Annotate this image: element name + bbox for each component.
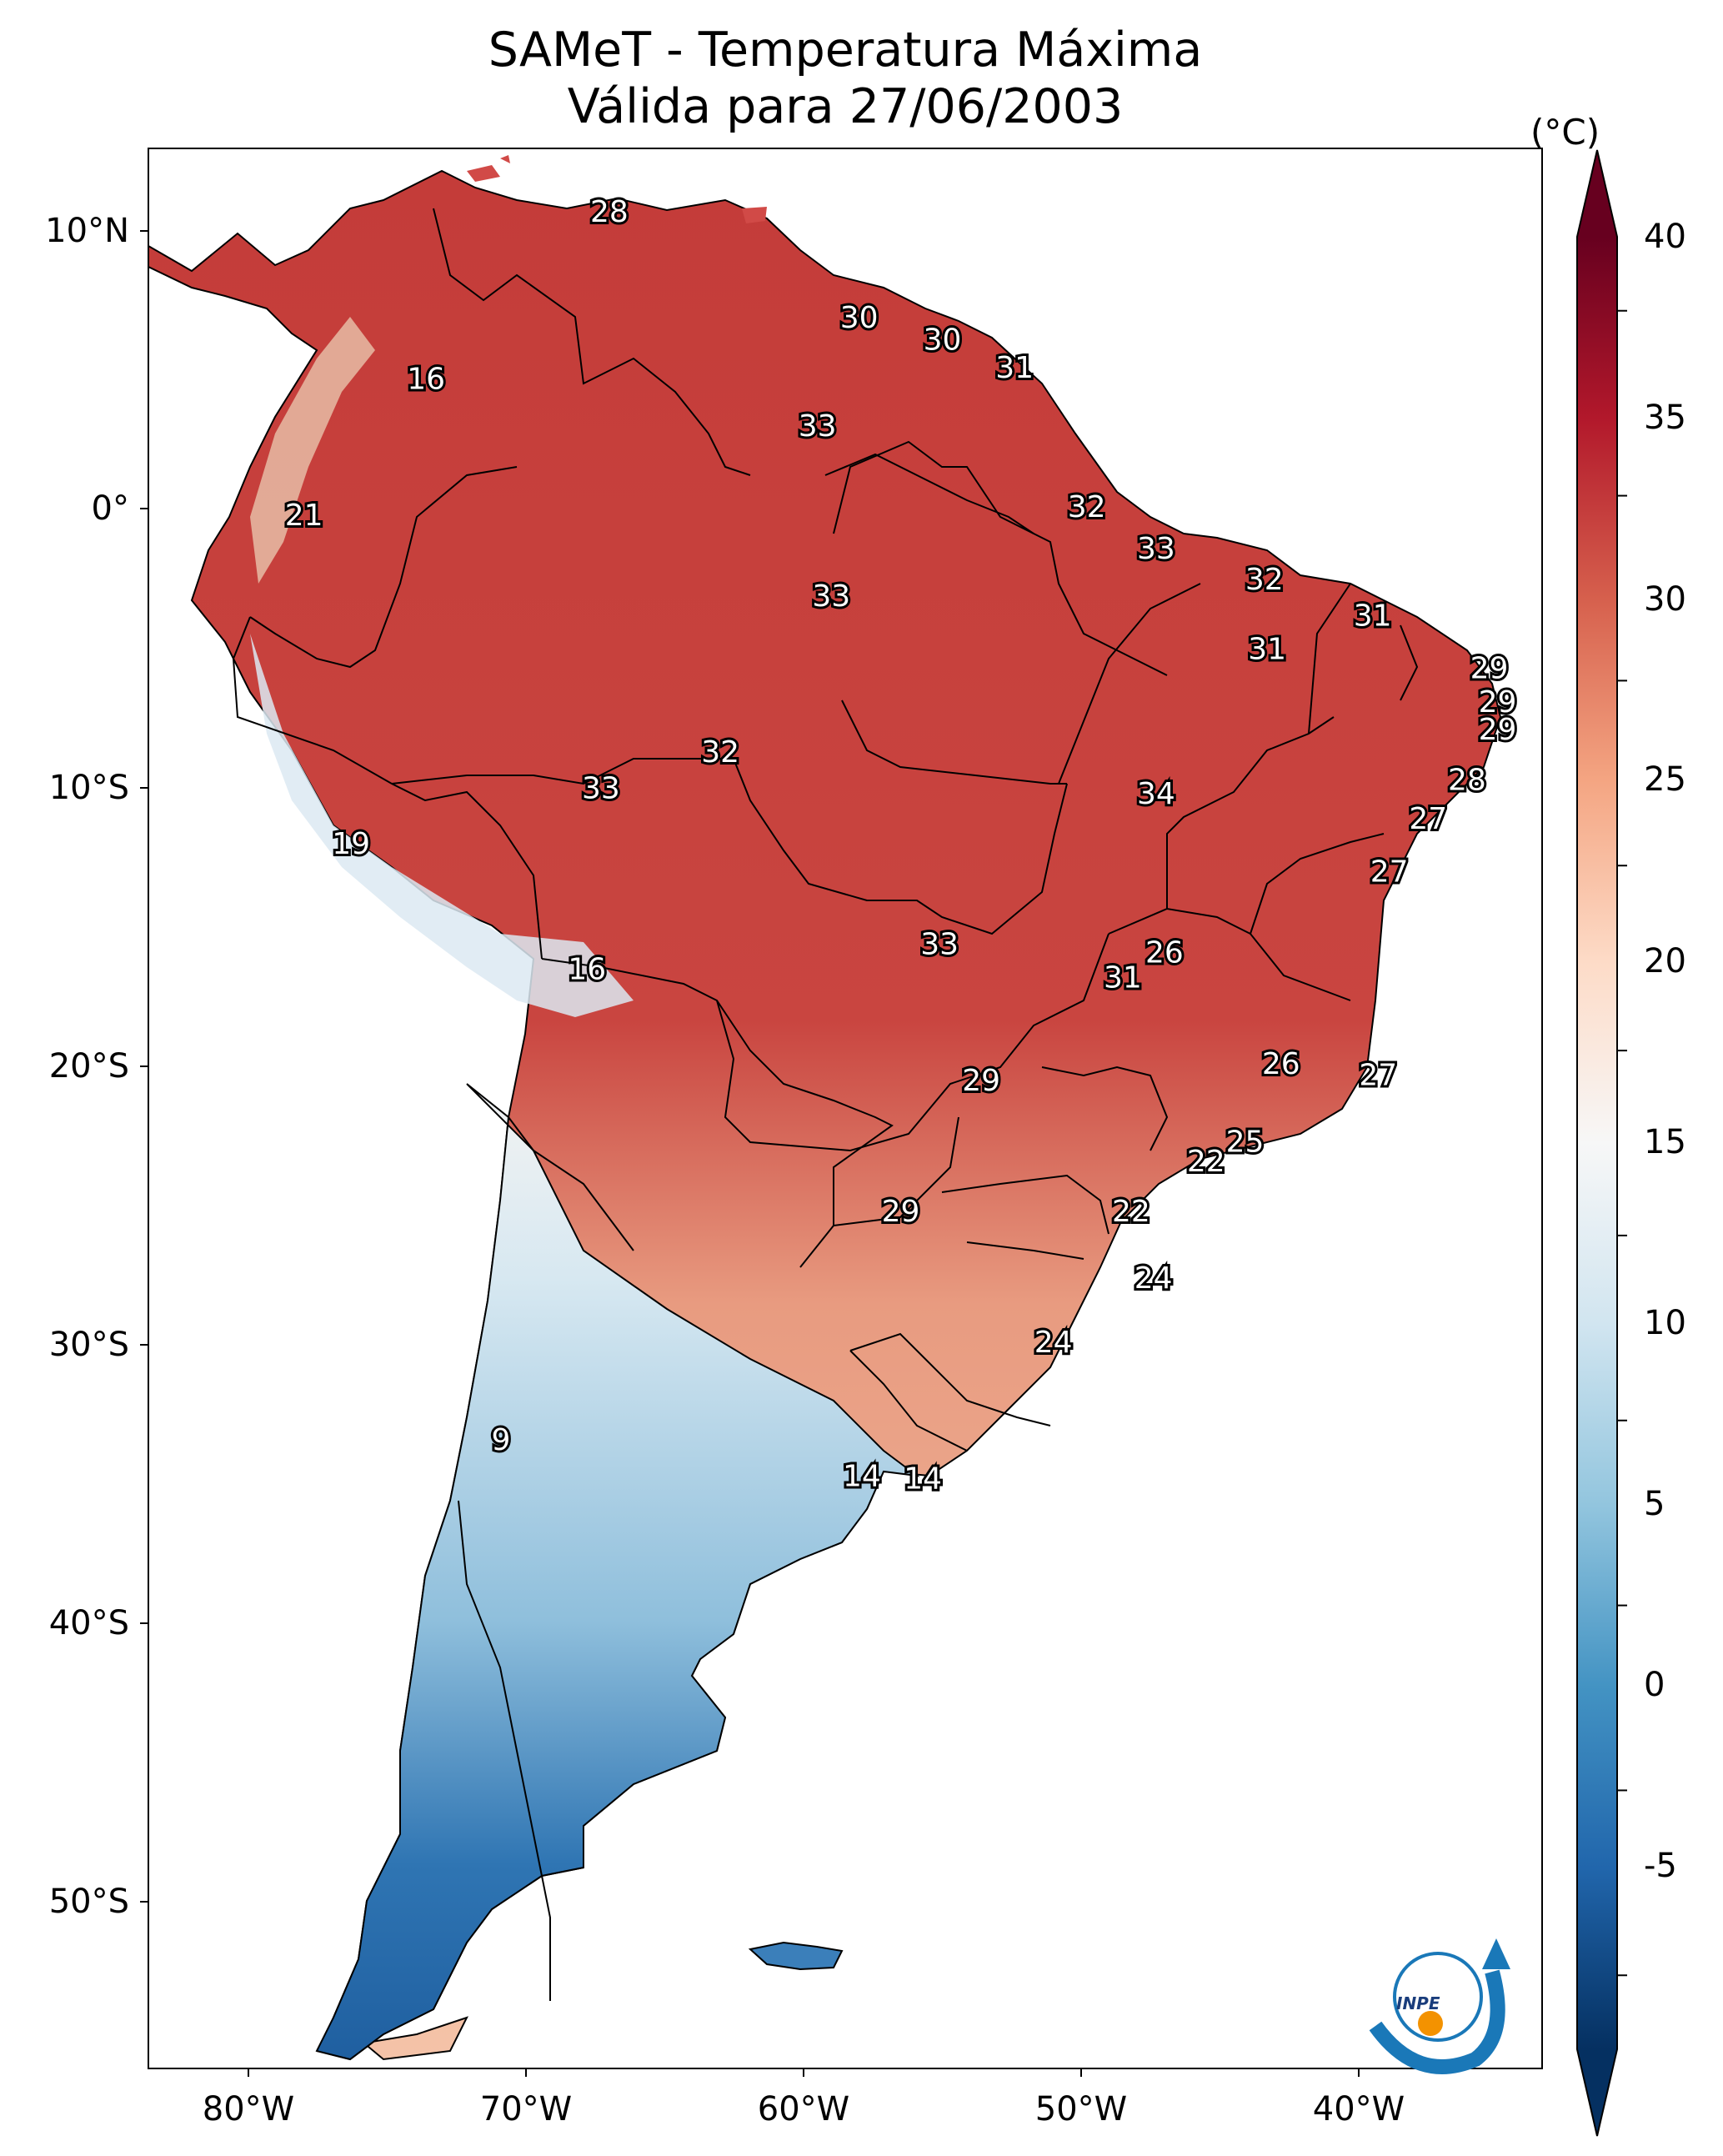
temperature-label: 27: [1359, 1058, 1397, 1092]
colorbar-outline: [1576, 149, 1618, 2137]
temperature-label: 19: [332, 827, 370, 861]
lon-tick-label: 70°W: [479, 2090, 573, 2128]
political-borders: [232, 208, 1419, 2001]
falkland-islands: [748, 1941, 844, 1971]
temperature-label: 31: [1104, 961, 1142, 995]
temperature-label: 31: [1354, 599, 1392, 633]
temperature-label: 25: [1226, 1126, 1265, 1160]
lat-tick-label: 40°S: [48, 1604, 129, 1642]
temperature-label: 21: [285, 499, 323, 533]
continent-shape: [148, 169, 1502, 2061]
temperature-label: 33: [1137, 532, 1175, 566]
colorbar-tick-label: 20: [1644, 942, 1686, 980]
lat-tick-label: 10°N: [45, 212, 129, 250]
temperature-label: 29: [962, 1064, 1000, 1098]
colorbar-top-extension: [1577, 150, 1617, 237]
colorbar-bottom-extension: [1577, 2049, 1617, 2136]
temperature-label: 32: [1245, 563, 1284, 597]
temperature-label: 33: [582, 771, 620, 805]
map-title-line-2: Válida para 27/06/2003: [567, 79, 1124, 134]
temperature-label: 16: [407, 362, 445, 396]
temperature-label: 32: [701, 735, 739, 770]
colorbar-tick-marks: [1617, 309, 1627, 1977]
andes-cool-strip: [250, 634, 634, 1017]
colorbar-tick-label: 15: [1644, 1123, 1686, 1161]
temperature-label: 27: [1370, 855, 1409, 890]
lat-tick-label: 10°S: [48, 769, 129, 807]
inpe-logo-text: INPE: [1396, 1993, 1440, 2013]
temperature-label: 26: [1262, 1047, 1300, 1081]
temperature-label: 14: [843, 1459, 881, 1493]
lat-tick-label: 20°S: [48, 1047, 129, 1086]
colorbar-tick-label: 5: [1644, 1485, 1665, 1523]
map-title-line-1: SAMeT - Temperatura Máxima: [488, 23, 1203, 78]
colorbar-tick-label: 35: [1644, 399, 1686, 437]
map-frame: [148, 148, 1543, 2069]
lon-tick-label: 50°W: [1034, 2090, 1128, 2128]
temperature-label: 27: [1409, 802, 1447, 836]
temperature-label: 16: [568, 952, 606, 986]
temperature-label: 28: [1448, 763, 1486, 797]
temperature-label: 24: [1034, 1326, 1073, 1360]
temperature-label: 14: [904, 1462, 942, 1497]
lat-tick-label: 50°S: [48, 1883, 129, 1921]
temperature-label: 33: [812, 579, 850, 614]
temperature-label: 30: [924, 323, 962, 358]
temperature-label: 22: [1187, 1145, 1225, 1179]
lat-tick-label: 0°: [91, 489, 129, 528]
temperature-label: 30: [840, 301, 879, 335]
temperature-label: 33: [920, 927, 959, 961]
colorbar-tick-label: 0: [1644, 1666, 1665, 1704]
temperature-label: 31: [1248, 632, 1286, 666]
temperature-label: 29: [882, 1195, 920, 1229]
temperature-label: 31: [995, 351, 1034, 385]
lon-tick-label: 40°W: [1312, 2090, 1405, 2128]
temperature-label: 29: [1479, 713, 1517, 747]
temperature-label: 22: [1112, 1195, 1150, 1229]
temperature-label: 33: [799, 409, 837, 444]
colorbar-unit: (°C): [1530, 112, 1600, 153]
temperature-label: 29: [1479, 685, 1517, 720]
lon-tick-label: 80°W: [202, 2090, 295, 2128]
temperature-label: 29: [1470, 652, 1509, 686]
colorbar-tick-label: 10: [1644, 1304, 1686, 1342]
southern-cool-region: [315, 1083, 920, 2061]
colorbar: [1577, 237, 1617, 2049]
temperature-label: 28: [590, 195, 629, 229]
temperature-label: 9: [492, 1423, 511, 1457]
colorbar-tick-label: 40: [1644, 218, 1686, 256]
colorbar-tick-label: 30: [1644, 580, 1686, 619]
andes-highland-strip: [250, 317, 375, 584]
colorbar-tick-label: 25: [1644, 760, 1686, 799]
temperature-label: 32: [1068, 490, 1106, 524]
axis-tick-marks: [140, 230, 1360, 2077]
temperature-label: 24: [1134, 1261, 1173, 1296]
temperature-label: 26: [1145, 935, 1184, 970]
lon-tick-label: 60°W: [757, 2090, 850, 2128]
inpe-logo: INPE: [1369, 1938, 1510, 2074]
temperature-label: 34: [1137, 777, 1175, 811]
lat-tick-label: 30°S: [48, 1326, 129, 1364]
colorbar-tick-label: -5: [1644, 1847, 1677, 1885]
